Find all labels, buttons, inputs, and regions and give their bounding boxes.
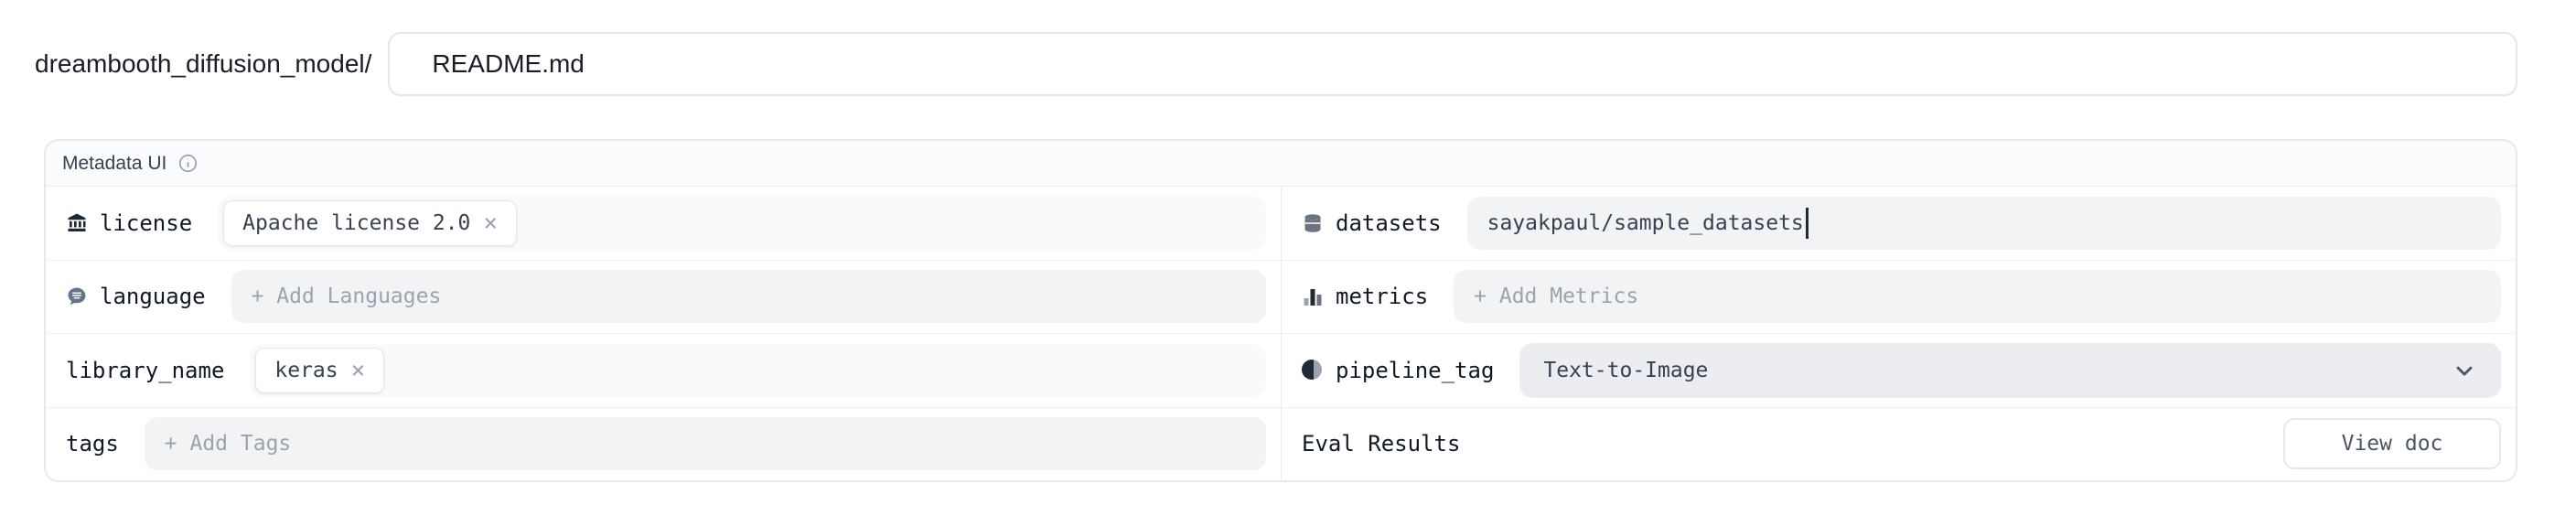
bank-icon (66, 212, 88, 234)
speech-bubble-icon (66, 285, 88, 307)
language-input[interactable]: + Add Languages (231, 270, 1266, 324)
metadata-ui-panel: Metadata UI (44, 139, 2517, 482)
tag-chip-label: Apache license 2.0 (242, 210, 471, 235)
pipeline-tag-value: Text-to-Image (1543, 358, 1709, 382)
datasets-input[interactable]: sayakpaul/sample_datasets (1466, 196, 2501, 250)
eval-results-label: Eval Results (1302, 431, 1461, 457)
tags-input[interactable]: + Add Tags (144, 417, 1266, 471)
field-label-datasets: datasets (1336, 210, 1442, 236)
field-label-metrics: metrics (1336, 284, 1429, 310)
tag-chip-license: Apache license 2.0 × (223, 199, 518, 246)
license-tag-field[interactable]: Apache license 2.0 × (218, 196, 1266, 250)
metadata-fields-grid: license Apache license 2.0 × (46, 187, 2516, 480)
datasets-value: sayakpaul/sample_datasets (1487, 210, 1804, 235)
metadata-left-column: license Apache license 2.0 × (46, 187, 1281, 480)
field-row-language: language + Add Languages (46, 259, 1281, 334)
tags-placeholder: + Add Tags (164, 432, 292, 457)
tag-chip-library: keras × (255, 347, 385, 393)
chevron-down-icon (2452, 358, 2477, 383)
field-row-eval-results: Eval Results View doc (1282, 406, 2516, 481)
remove-tag-icon[interactable]: × (350, 356, 366, 384)
field-label-license: license (100, 210, 193, 236)
field-row-metrics: metrics + Add Metrics (1282, 259, 2516, 334)
field-row-library-name: library_name keras × (46, 333, 1281, 407)
language-placeholder: + Add Languages (251, 285, 442, 309)
pipeline-tag-select[interactable]: Text-to-Image (1519, 342, 2501, 398)
tag-chip-label: keras (274, 358, 338, 382)
file-path-bar: dreambooth_diffusion_model/ (0, 32, 2517, 96)
field-row-datasets: datasets sayakpaul/sample_datasets (1282, 187, 2516, 260)
bar-chart-icon (1302, 285, 1324, 307)
repo-path-label: dreambooth_diffusion_model/ (35, 49, 372, 78)
field-label-library-name: library_name (66, 357, 225, 383)
library-name-tag-field[interactable]: keras × (250, 343, 1266, 397)
info-icon[interactable] (178, 154, 198, 173)
view-doc-button[interactable]: View doc (2283, 418, 2501, 470)
field-label-tags: tags (66, 431, 119, 457)
pipeline-icon (1302, 359, 1324, 381)
metrics-placeholder: + Add Metrics (1474, 285, 1639, 309)
filename-input[interactable] (388, 32, 2517, 96)
database-icon (1302, 212, 1324, 234)
field-row-license: license Apache license 2.0 × (46, 187, 1281, 260)
field-row-tags: tags + Add Tags (46, 406, 1281, 481)
remove-tag-icon[interactable]: × (483, 209, 499, 237)
field-row-pipeline-tag: pipeline_tag Text-to-Image (1282, 333, 2516, 407)
metadata-right-column: datasets sayakpaul/sample_datasets metri… (1281, 187, 2516, 480)
field-label-language: language (100, 284, 206, 310)
metadata-ui-header: Metadata UI (46, 141, 2516, 187)
metadata-ui-title: Metadata UI (62, 152, 167, 174)
metrics-input[interactable]: + Add Metrics (1454, 270, 2501, 324)
field-label-pipeline-tag: pipeline_tag (1336, 357, 1495, 383)
text-cursor (1805, 207, 1809, 239)
